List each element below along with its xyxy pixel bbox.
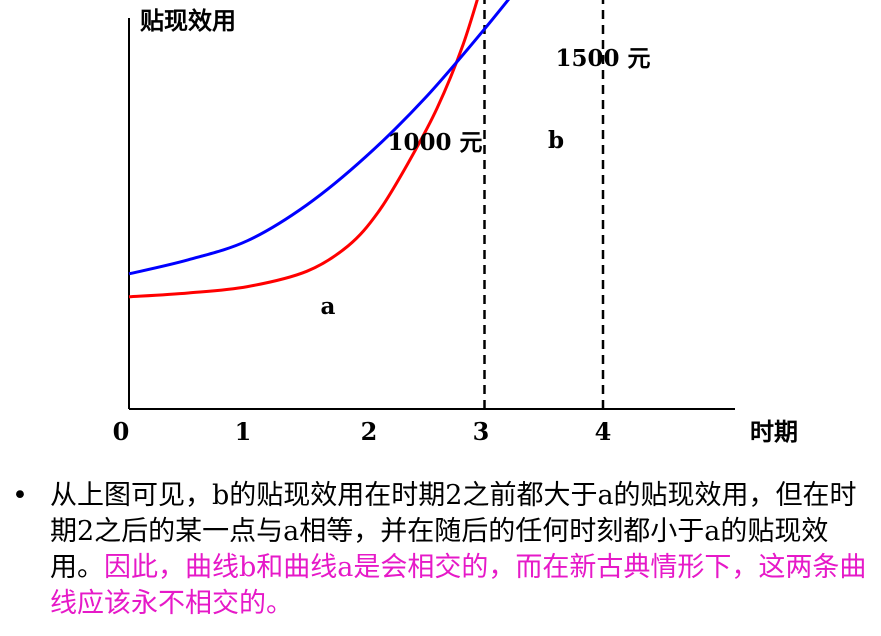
x-tick-3: 3 [473,417,490,446]
caption-text: 从上图可见，b的贴现效用在时期2之前都大于a的贴现效用，但在时期2之后的某一点与… [50,478,876,622]
curve-a [128,0,479,299]
caption: • 从上图可见，b的贴现效用在时期2之前都大于a的贴现效用，但在时期2之后的某一… [10,478,876,622]
x-tick-4: 4 [595,417,612,446]
series-label-a: a [321,293,336,320]
caption-pink-text: 因此，曲线b和曲线a是会相交的，而在新古典情形下，这两条曲线应该永不相交的。 [50,552,867,619]
series-labels: ab [321,127,565,320]
caption-black-text: 从上图可见，b的贴现效用在时期2之前都大于a的贴现效用，但在时期2之后的某一点与… [50,480,857,583]
x-tick-labels: 0 1 2 3 4 [113,417,612,446]
x-axis-label: 时期 [750,417,798,446]
x-tick-0: 0 [113,417,130,446]
y-axis-label: 贴现效用 [140,6,236,35]
x-tick-2: 2 [361,417,378,446]
curves [128,0,511,299]
x-tick-1: 1 [235,417,252,446]
dashed-guides [483,0,605,409]
annotation-1: 1000 元 [387,129,482,156]
annotations: 1000 元 1500 元 [387,45,650,156]
series-label-b: b [548,127,564,154]
curve-b [128,0,511,276]
bullet: • [12,480,28,511]
annotation-2: 1500 元 [555,45,650,72]
